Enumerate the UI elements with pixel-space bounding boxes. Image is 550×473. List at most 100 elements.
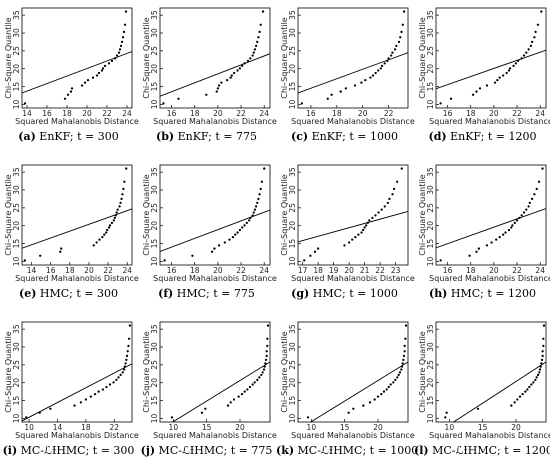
y-tick-label: 30 [426, 342, 435, 352]
qq-point [112, 381, 115, 384]
x-tick-label: 16 [443, 266, 453, 275]
x-tick-label: 21 [360, 266, 370, 275]
qq-point [108, 224, 112, 227]
x-tick-label: 18 [466, 109, 476, 118]
qq-point [257, 197, 260, 201]
plot-frame [297, 164, 409, 266]
y-tick-label: 10 [288, 256, 297, 266]
qq-point [252, 211, 255, 214]
x-tick-label: 15 [340, 423, 350, 432]
qq-plot-k: 10 15 20 10 15 20 25 30 35 Squared Mahalanobis Di… [280, 321, 415, 440]
qq-point [403, 350, 406, 353]
qq-point [540, 10, 543, 13]
qq-point [115, 378, 118, 382]
qq-point [395, 44, 398, 48]
qq-point [522, 211, 526, 214]
qq-point [125, 358, 128, 362]
qq-point [475, 90, 478, 93]
x-tick-label: 22 [512, 266, 522, 275]
qq-point [121, 193, 124, 196]
y-tick-label: 15 [288, 82, 297, 92]
y-tick-label: 15 [288, 396, 297, 406]
qq-point [444, 416, 447, 419]
qq-point [112, 219, 115, 222]
y-tick-label: 15 [288, 239, 297, 249]
qq-point [496, 78, 499, 82]
qq-point [541, 354, 544, 358]
caption-text: MC-ℒƗHMC; t = 1200 [428, 444, 550, 457]
qq-point [478, 87, 482, 90]
qq-point [95, 241, 98, 244]
x-tick-label: 20 [213, 266, 223, 275]
y-tick-label: 35 [12, 10, 21, 20]
qq-point [371, 74, 375, 77]
qq-point [257, 36, 260, 39]
qq-point [97, 71, 101, 75]
qq-point [518, 395, 522, 398]
caption-letter: (d) [428, 130, 447, 143]
qq-point [238, 67, 242, 70]
caption-text: HMC; t = 300 [36, 287, 119, 300]
qq-panel-c: 16 18 20 22 10 15 20 25 30 35 Squared Mahalanobis … [276, 2, 415, 159]
qq-point [535, 376, 538, 379]
y-tick-label: 35 [150, 167, 159, 177]
qq-point [105, 231, 108, 234]
qq-point [399, 36, 402, 39]
qq-point [232, 398, 236, 401]
x-axis-label: Squared Mahalanobis Distance [15, 274, 139, 283]
x-tick-label: 22 [236, 109, 246, 118]
qq-point [243, 62, 246, 65]
qq-point [374, 71, 377, 75]
reference-line [22, 51, 132, 94]
qq-point [120, 197, 123, 201]
qq-point [249, 57, 252, 60]
x-axis-label: Squared Mahalanobis Distance [153, 431, 277, 440]
y-axis-label: Chi–Square Quantile [418, 174, 427, 256]
reference-line [436, 208, 546, 249]
qq-point [216, 87, 220, 90]
y-tick-label: 10 [288, 413, 297, 423]
qq-point [363, 226, 366, 229]
qq-point [205, 93, 208, 96]
qq-point [220, 81, 223, 84]
y-tick-label: 35 [426, 167, 435, 177]
qq-point [117, 376, 120, 379]
qq-point [226, 404, 230, 407]
y-tick-label: 20 [150, 221, 159, 231]
qq-point [498, 235, 501, 239]
y-tick-label: 20 [150, 378, 159, 388]
qq-point [330, 93, 333, 96]
qq-point [69, 90, 73, 93]
qq-point [540, 358, 544, 362]
qq-point [525, 51, 528, 54]
x-tick-label: 18 [65, 266, 75, 275]
qq-point [108, 383, 112, 386]
qq-point [540, 362, 543, 365]
qq-point [495, 238, 498, 241]
qq-point [114, 214, 117, 217]
qq-point [490, 241, 493, 244]
x-tick-label: 22 [384, 109, 394, 118]
x-tick-label: 20 [373, 423, 383, 432]
qq-point [240, 392, 244, 396]
qq-point [246, 388, 249, 391]
qq-point [396, 376, 399, 379]
qq-point [121, 371, 124, 374]
y-tick-label: 25 [426, 203, 435, 213]
qq-point [125, 167, 128, 170]
qq-point [258, 193, 261, 196]
x-tick-label: 20 [344, 266, 354, 275]
qq-plot-b: 16 18 20 22 24 10 15 20 25 30 35 Squared Mahalanobi… [142, 7, 277, 126]
y-tick-label: 10 [288, 99, 297, 109]
qq-point [245, 221, 248, 225]
qq-point [204, 407, 207, 410]
y-axis-label: Chi–Square Quantile [280, 17, 289, 99]
x-tick-label: 24 [535, 266, 545, 275]
qq-point [200, 411, 204, 414]
qq-point [118, 48, 122, 51]
qq-point [485, 84, 489, 87]
qq-point [70, 87, 74, 90]
qq-point [397, 40, 401, 44]
qq-point [526, 388, 529, 391]
qq-point [248, 219, 251, 222]
